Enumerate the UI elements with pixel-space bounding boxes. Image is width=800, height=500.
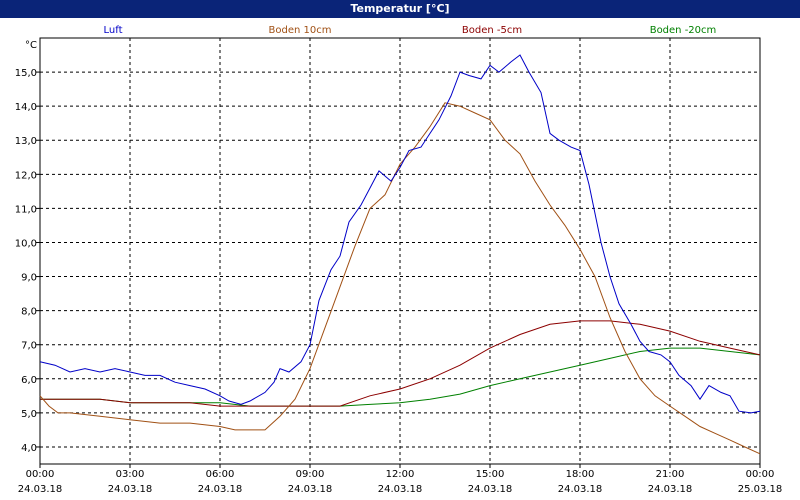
y-tick-label: 12,0 <box>15 170 37 181</box>
y-tick-label: 10,0 <box>15 238 37 249</box>
x-tick-date-label: 25.03.18 <box>738 484 783 495</box>
y-tick-label: 11,0 <box>15 204 37 215</box>
legend-entry: Boden 10cm <box>269 25 332 36</box>
y-tick-label: 6,0 <box>21 375 37 386</box>
x-tick-time-label: 03:00 <box>116 469 145 480</box>
axes: 4,0 5,0 6,0 7,0 8,0 9,0 10,0 11,0 12,0 13,0 14,0 15… <box>15 37 783 495</box>
x-tick-date-label: 24.03.18 <box>558 484 603 495</box>
series-line-boden-10cm <box>39 102 761 455</box>
x-tick-time-label: 15:00 <box>476 469 505 480</box>
x-tick-date-label: 24.03.18 <box>18 484 63 495</box>
x-tick-date-label: 24.03.18 <box>648 484 693 495</box>
y-tick-label: 4,0 <box>21 443 37 454</box>
y-tick-label: 5,0 <box>21 409 37 420</box>
y-tick-label: 13,0 <box>15 136 37 147</box>
grid-lines <box>40 38 760 464</box>
x-tick-time-label: 12:00 <box>386 469 415 480</box>
y-tick-label: 7,0 <box>21 341 37 352</box>
x-tick-time-label: 00:00 <box>26 469 55 480</box>
legend: Luft Boden 10cm Boden -5cm Boden -20cm <box>104 25 717 36</box>
temperature-chart: 4,0 5,0 6,0 7,0 8,0 9,0 10,0 11,0 12,0 13,0 14,0 15… <box>15 25 783 495</box>
x-tick-date-label: 24.03.18 <box>288 484 333 495</box>
y-tick-label: 14,0 <box>15 102 37 113</box>
series-line-luft <box>39 54 761 414</box>
chart-title: Temperatur [°C] <box>350 2 450 15</box>
legend-entry: Boden -5cm <box>462 25 522 36</box>
y-tick-label: 15,0 <box>15 68 37 79</box>
x-tick-time-label: 00:00 <box>746 469 775 480</box>
x-tick-time-label: 21:00 <box>656 469 685 480</box>
plot-frame <box>39 37 761 465</box>
x-tick-date-label: 24.03.18 <box>108 484 153 495</box>
legend-entry: Boden -20cm <box>650 25 717 36</box>
y-tick-label: 8,0 <box>21 307 37 318</box>
x-tick-date-label: 24.03.18 <box>378 484 423 495</box>
chart-title-bar: Temperatur [°C] <box>0 0 800 18</box>
x-tick-date-label: 24.03.18 <box>468 484 513 495</box>
x-tick-time-label: 18:00 <box>566 469 595 480</box>
x-tick-time-label: 06:00 <box>206 469 235 480</box>
y-tick-label: 9,0 <box>21 273 37 284</box>
x-tick-time-label: 09:00 <box>296 469 325 480</box>
y-axis-unit-label: °C <box>25 40 37 51</box>
legend-entry: Luft <box>104 25 123 36</box>
x-tick-date-label: 24.03.18 <box>198 484 243 495</box>
series-line-boden-5cm <box>40 320 761 407</box>
series-lines <box>39 54 761 455</box>
